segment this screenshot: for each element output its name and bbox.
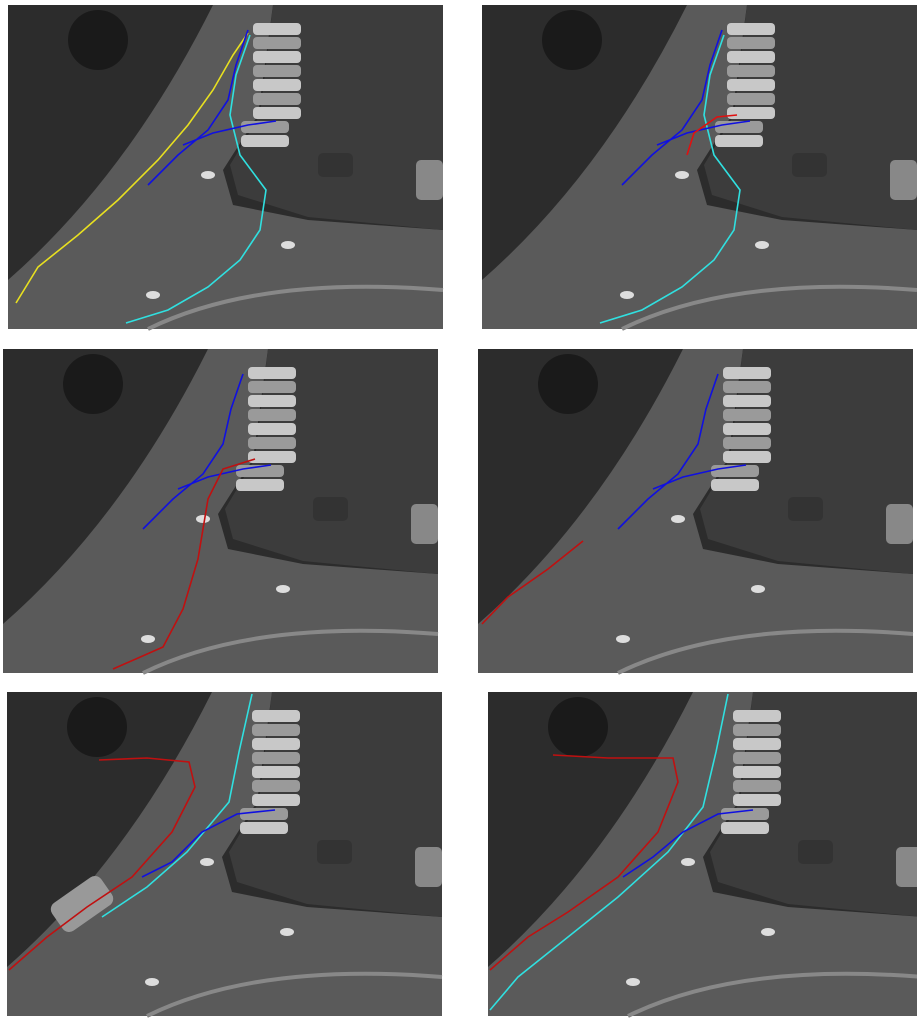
light-spot bbox=[280, 928, 294, 936]
parked-car bbox=[253, 23, 301, 35]
light-spot bbox=[671, 515, 685, 523]
light-spot bbox=[281, 241, 295, 249]
light-spot bbox=[200, 858, 214, 866]
parked-car bbox=[733, 738, 781, 750]
tree bbox=[538, 354, 598, 414]
parked-car bbox=[723, 451, 771, 463]
parked-car bbox=[798, 840, 833, 864]
parked-car bbox=[723, 409, 771, 421]
parked-car bbox=[788, 497, 823, 521]
light-spot bbox=[146, 291, 160, 299]
parked-car bbox=[727, 93, 775, 105]
frame-grid bbox=[0, 0, 917, 1020]
parked-car bbox=[723, 367, 771, 379]
parked-car bbox=[248, 381, 296, 393]
parked-car bbox=[317, 840, 352, 864]
parked-car bbox=[715, 135, 763, 147]
parked-car bbox=[253, 93, 301, 105]
video-frame bbox=[478, 349, 913, 673]
parked-car bbox=[252, 794, 300, 806]
light-spot bbox=[761, 928, 775, 936]
parked-car bbox=[253, 65, 301, 77]
light-spot bbox=[626, 978, 640, 986]
parked-car bbox=[313, 497, 348, 521]
parked-car bbox=[727, 65, 775, 77]
parked-car bbox=[415, 847, 442, 887]
parked-car bbox=[896, 847, 917, 887]
parked-car bbox=[890, 160, 917, 200]
page: {} (() => { const data = JSON.parse(docu… bbox=[0, 0, 917, 1020]
parked-car bbox=[248, 437, 296, 449]
light-spot bbox=[196, 515, 210, 523]
parked-car bbox=[248, 451, 296, 463]
video-frame bbox=[3, 349, 438, 673]
parked-car bbox=[723, 381, 771, 393]
parked-car bbox=[240, 822, 288, 834]
light-spot bbox=[620, 291, 634, 299]
parked-car bbox=[411, 504, 438, 544]
parked-car bbox=[248, 367, 296, 379]
light-spot bbox=[141, 635, 155, 643]
parked-car bbox=[252, 752, 300, 764]
parked-car bbox=[253, 107, 301, 119]
video-frame bbox=[7, 692, 442, 1016]
light-spot bbox=[675, 171, 689, 179]
light-spot bbox=[145, 978, 159, 986]
parked-car bbox=[248, 409, 296, 421]
parked-car bbox=[241, 135, 289, 147]
light-spot bbox=[616, 635, 630, 643]
parked-car bbox=[727, 51, 775, 63]
light-spot bbox=[201, 171, 215, 179]
parked-car bbox=[248, 423, 296, 435]
parked-car bbox=[252, 710, 300, 722]
parked-car bbox=[733, 766, 781, 778]
parked-car bbox=[727, 37, 775, 49]
parked-car bbox=[252, 738, 300, 750]
parked-car bbox=[886, 504, 913, 544]
parked-car bbox=[721, 808, 769, 820]
parked-car bbox=[711, 479, 759, 491]
light-spot bbox=[276, 585, 290, 593]
tree bbox=[63, 354, 123, 414]
parked-car bbox=[733, 780, 781, 792]
parked-car bbox=[727, 107, 775, 119]
parked-car bbox=[253, 51, 301, 63]
parked-car bbox=[236, 479, 284, 491]
parked-car bbox=[733, 752, 781, 764]
parked-car bbox=[252, 724, 300, 736]
parked-car bbox=[721, 822, 769, 834]
parked-car bbox=[723, 423, 771, 435]
light-spot bbox=[751, 585, 765, 593]
parked-car bbox=[240, 808, 288, 820]
parked-car bbox=[248, 395, 296, 407]
tree bbox=[68, 10, 128, 70]
parked-car bbox=[733, 724, 781, 736]
tree bbox=[67, 697, 127, 757]
parked-car bbox=[252, 766, 300, 778]
parked-car bbox=[727, 79, 775, 91]
parked-car bbox=[416, 160, 443, 200]
light-spot bbox=[755, 241, 769, 249]
video-frame bbox=[8, 5, 443, 329]
parked-car bbox=[733, 794, 781, 806]
tree bbox=[542, 10, 602, 70]
parked-car bbox=[318, 153, 353, 177]
parked-car bbox=[792, 153, 827, 177]
parked-car bbox=[253, 37, 301, 49]
video-frame bbox=[488, 692, 917, 1016]
parked-car bbox=[723, 395, 771, 407]
video-frame bbox=[482, 5, 917, 329]
parked-car bbox=[733, 710, 781, 722]
parked-car bbox=[727, 23, 775, 35]
parked-car bbox=[252, 780, 300, 792]
parked-car bbox=[253, 79, 301, 91]
parked-car bbox=[723, 437, 771, 449]
tree bbox=[548, 697, 608, 757]
light-spot bbox=[681, 858, 695, 866]
